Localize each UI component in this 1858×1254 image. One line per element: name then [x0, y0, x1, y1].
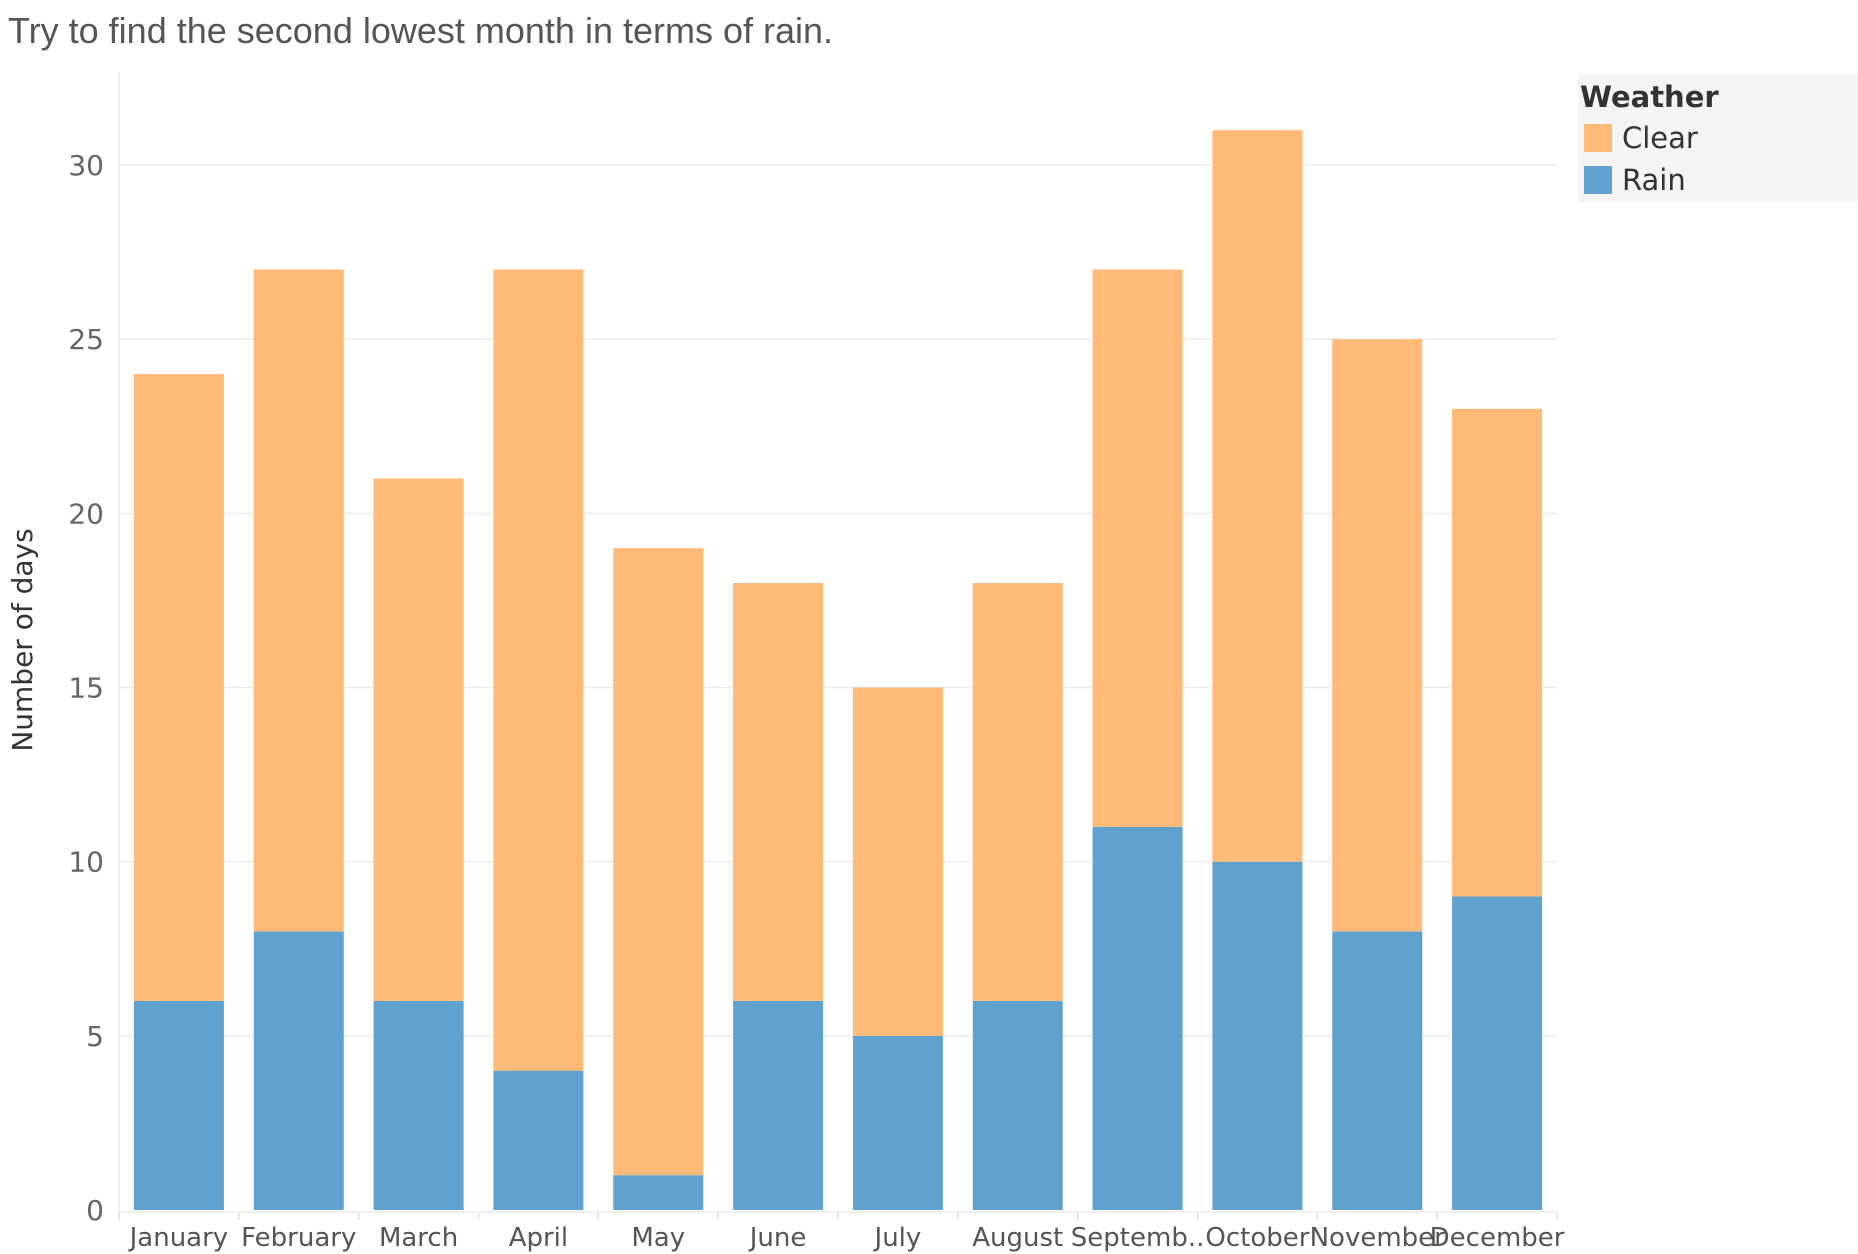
- y-tick-label: 5: [86, 1020, 104, 1053]
- bar-rain-3[interactable]: [373, 1001, 464, 1210]
- x-tick-label: December: [1430, 1223, 1565, 1253]
- y-tick-label: 25: [68, 323, 104, 356]
- bar-clear-7[interactable]: [852, 687, 943, 1036]
- y-tick-label: 15: [68, 672, 104, 705]
- bar-clear-9[interactable]: [1092, 269, 1183, 827]
- bar-clear-11[interactable]: [1332, 339, 1423, 932]
- x-tick-label: April: [509, 1223, 568, 1253]
- legend-item-rain[interactable]: Rain: [1584, 163, 1686, 197]
- x-tick-label: March: [379, 1223, 458, 1253]
- bar-rain-5[interactable]: [613, 1175, 704, 1210]
- bar-rain-11[interactable]: [1332, 931, 1423, 1210]
- x-tick-label: October: [1205, 1223, 1309, 1253]
- x-tick-label: November: [1310, 1223, 1446, 1253]
- bar-rain-4[interactable]: [493, 1070, 584, 1210]
- x-tick-label: May: [631, 1223, 685, 1253]
- bars: [133, 130, 1543, 1211]
- bar-clear-3[interactable]: [373, 478, 464, 1002]
- y-tick-label: 0: [86, 1194, 104, 1227]
- x-tick-label: July: [873, 1223, 922, 1253]
- legend-swatch-rain: [1584, 166, 1612, 194]
- x-tick-label: January: [128, 1223, 229, 1253]
- legend-swatch-clear: [1584, 124, 1612, 152]
- bar-rain-2[interactable]: [253, 931, 344, 1210]
- x-tick-label: June: [748, 1223, 807, 1253]
- x-tick-label: February: [241, 1223, 356, 1253]
- bar-clear-2[interactable]: [253, 269, 344, 932]
- y-axis-ticks: 0 5 10 15 20 25 30: [68, 149, 104, 1227]
- bar-rain-8[interactable]: [972, 1001, 1063, 1210]
- bar-clear-10[interactable]: [1212, 130, 1303, 862]
- x-tick-label: Septemb..: [1071, 1223, 1205, 1253]
- bar-rain-12[interactable]: [1452, 896, 1543, 1211]
- y-tick-label: 20: [68, 497, 104, 530]
- y-tick-label: 10: [68, 846, 104, 879]
- y-axis-label: Number of days: [6, 528, 39, 751]
- bar-clear-1[interactable]: [133, 374, 224, 1001]
- x-tick-label: August: [972, 1223, 1063, 1253]
- legend-title: Weather: [1580, 80, 1719, 114]
- legend-item-clear[interactable]: Clear: [1584, 121, 1698, 155]
- y-tick-label: 30: [68, 149, 104, 182]
- bar-clear-12[interactable]: [1452, 408, 1543, 897]
- chart-title: Try to find the second lowest month in t…: [8, 10, 834, 51]
- bar-rain-6[interactable]: [733, 1001, 824, 1210]
- legend-label-rain: Rain: [1622, 163, 1686, 197]
- bar-rain-7[interactable]: [852, 1035, 943, 1210]
- bar-clear-5[interactable]: [613, 548, 704, 1176]
- legend: Weather Clear Rain: [1578, 74, 1858, 202]
- bar-clear-4[interactable]: [493, 269, 584, 1071]
- bar-clear-6[interactable]: [733, 583, 824, 1001]
- bar-rain-10[interactable]: [1212, 861, 1303, 1210]
- bar-rain-9[interactable]: [1092, 826, 1183, 1210]
- x-axis-ticks: January February March April May June July Augu…: [118, 1211, 1565, 1253]
- bar-clear-8[interactable]: [972, 583, 1063, 1001]
- bar-rain-1[interactable]: [133, 1001, 224, 1210]
- legend-label-clear: Clear: [1622, 121, 1698, 155]
- gridlines: [118, 72, 1557, 1212]
